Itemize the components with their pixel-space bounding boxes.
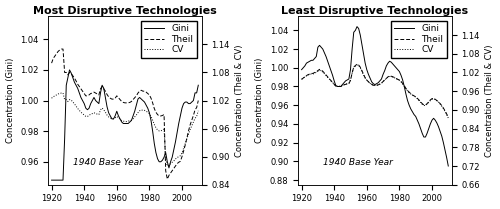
Theil (176, 161, 182, 163)
Gini (444, 156, 450, 159)
Theil (444, 113, 450, 115)
Y-axis label: Concentration (Theil & CV): Concentration (Theil & CV) (486, 44, 494, 157)
Gini (354, 25, 360, 28)
Gini (192, 92, 198, 94)
CV (333, 85, 339, 87)
Y-axis label: Concentration (Gini): Concentration (Gini) (256, 58, 264, 143)
CV (135, 111, 141, 114)
Theil (316, 68, 322, 71)
CV (446, 117, 452, 119)
Text: 1940 Base Year: 1940 Base Year (323, 158, 392, 167)
Theil (194, 106, 200, 109)
Theil (424, 102, 430, 105)
Line: Gini: Gini (302, 27, 448, 166)
Legend: Gini, Theil, CV: Gini, Theil, CV (140, 21, 197, 58)
Theil (446, 116, 452, 119)
Gini (196, 84, 202, 87)
Theil (442, 110, 448, 112)
CV (444, 113, 450, 116)
Theil (354, 63, 360, 65)
Line: Theil: Theil (52, 49, 199, 179)
Line: CV: CV (52, 93, 199, 166)
CV (176, 155, 182, 158)
Text: 1940 Base Year: 1940 Base Year (73, 158, 142, 167)
Gini (66, 69, 72, 71)
Gini (333, 84, 339, 87)
Gini (84, 108, 90, 111)
CV (196, 110, 202, 112)
Theil (84, 95, 90, 97)
CV (336, 85, 342, 87)
CV (442, 110, 448, 113)
CV (88, 113, 94, 115)
Title: Most Disruptive Technologies: Most Disruptive Technologies (33, 6, 217, 15)
CV (194, 115, 200, 118)
Gini (48, 179, 54, 181)
Legend: Gini, Theil, CV: Gini, Theil, CV (390, 21, 447, 58)
Theil (88, 92, 94, 95)
Title: Least Disruptive Technologies: Least Disruptive Technologies (282, 6, 469, 15)
CV (68, 99, 74, 101)
Gini (68, 72, 74, 74)
Gini (446, 165, 452, 167)
Gini (194, 92, 200, 94)
Line: Gini: Gini (52, 70, 199, 180)
Theil (336, 85, 342, 88)
Theil (135, 92, 141, 94)
Theil (298, 78, 304, 81)
Theil (58, 48, 64, 50)
CV (316, 69, 322, 71)
Line: CV: CV (302, 65, 448, 118)
CV (58, 92, 64, 94)
Theil (196, 99, 202, 102)
Theil (333, 85, 339, 87)
Line: Theil: Theil (302, 64, 448, 117)
Theil (68, 72, 74, 75)
Gini (336, 85, 342, 88)
CV (424, 103, 430, 106)
CV (84, 115, 90, 118)
Theil (48, 62, 54, 64)
CV (354, 64, 360, 66)
Gini (316, 44, 322, 47)
CV (298, 78, 304, 81)
Y-axis label: Concentration (Theil & CV): Concentration (Theil & CV) (236, 44, 244, 157)
Gini (424, 132, 430, 135)
Gini (88, 102, 94, 105)
Theil (164, 178, 170, 180)
Gini (442, 149, 448, 151)
Gini (298, 68, 304, 71)
CV (164, 165, 170, 167)
Gini (174, 131, 180, 134)
CV (48, 97, 54, 99)
Y-axis label: Concentration (Gini): Concentration (Gini) (6, 58, 15, 143)
